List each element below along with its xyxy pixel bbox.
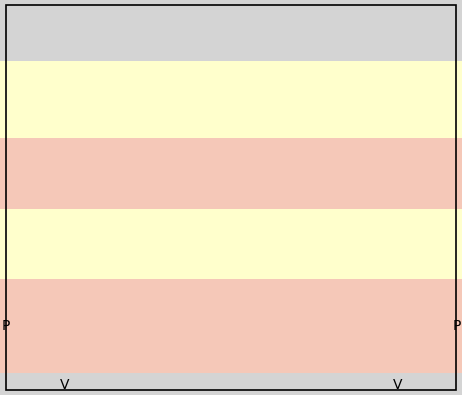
Polygon shape bbox=[351, 292, 444, 365]
Text: (minimum work): (minimum work) bbox=[238, 348, 324, 357]
Text: +119 L-atm: +119 L-atm bbox=[254, 181, 324, 194]
Text: 1 stage: 1 stage bbox=[207, 73, 255, 87]
Text: Expansion: Expansion bbox=[29, 45, 101, 57]
Text: 2 stages: 2 stages bbox=[204, 149, 258, 162]
Text: P: P bbox=[1, 319, 10, 333]
Text: V: V bbox=[393, 378, 402, 392]
Text: Compression: Compression bbox=[352, 45, 443, 57]
Text: infinite stages: infinite stages bbox=[187, 292, 275, 305]
Text: 22.4 L, 1 atm: 22.4 L, 1 atm bbox=[330, 23, 409, 36]
Text: 3 stages: 3 stages bbox=[204, 220, 258, 233]
Text: +202 L-atm: +202 L-atm bbox=[254, 108, 324, 121]
Text: -28 L-atm: -28 L-atm bbox=[152, 181, 209, 194]
Text: +52 L-atm: +52 L-atm bbox=[238, 331, 300, 344]
Text: -52 L-atm: -52 L-atm bbox=[129, 331, 186, 344]
Text: (maximum work): (maximum work) bbox=[129, 348, 218, 357]
Text: -20 L-atm: -20 L-atm bbox=[152, 108, 209, 121]
Polygon shape bbox=[18, 292, 111, 365]
Text: 2.24L, 10 atm: 2.24L, 10 atm bbox=[42, 23, 124, 36]
Text: P: P bbox=[452, 319, 461, 333]
Text: -33 L-atm: -33 L-atm bbox=[152, 252, 209, 265]
Text: V: V bbox=[60, 378, 69, 392]
Text: +85 L-atm: +85 L-atm bbox=[254, 252, 316, 265]
Text: (reversible): (reversible) bbox=[195, 306, 267, 319]
